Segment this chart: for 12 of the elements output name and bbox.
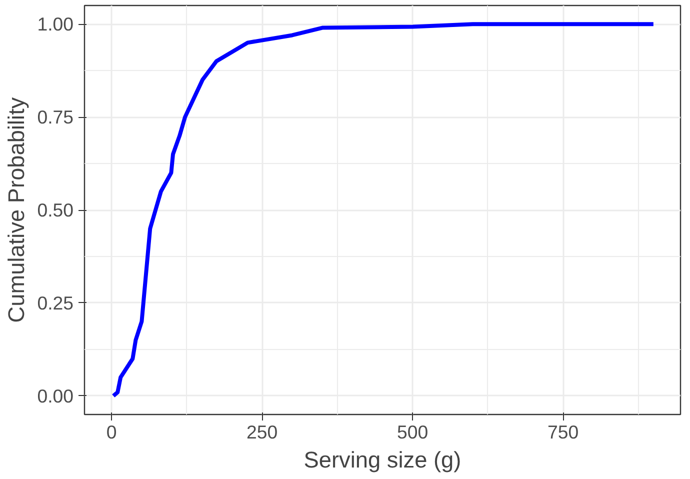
y-axis-title: Cumulative Probability	[3, 96, 30, 323]
line-series	[111, 22, 656, 398]
y-tick-label: 1.00	[37, 14, 74, 35]
y-tick-label: 0.75	[37, 106, 74, 128]
y-tick-label: 0.50	[37, 200, 74, 220]
x-tick-label: 750	[548, 422, 579, 442]
y-tick-label: 0.25	[37, 292, 74, 314]
x-axis-title: Serving size (g)	[304, 446, 462, 472]
y-tick-label: 0.00	[37, 385, 74, 406]
x-tick-label: 250	[246, 422, 278, 442]
x-tick-label: 0	[106, 422, 117, 442]
x-tick-label: 500	[397, 422, 428, 442]
